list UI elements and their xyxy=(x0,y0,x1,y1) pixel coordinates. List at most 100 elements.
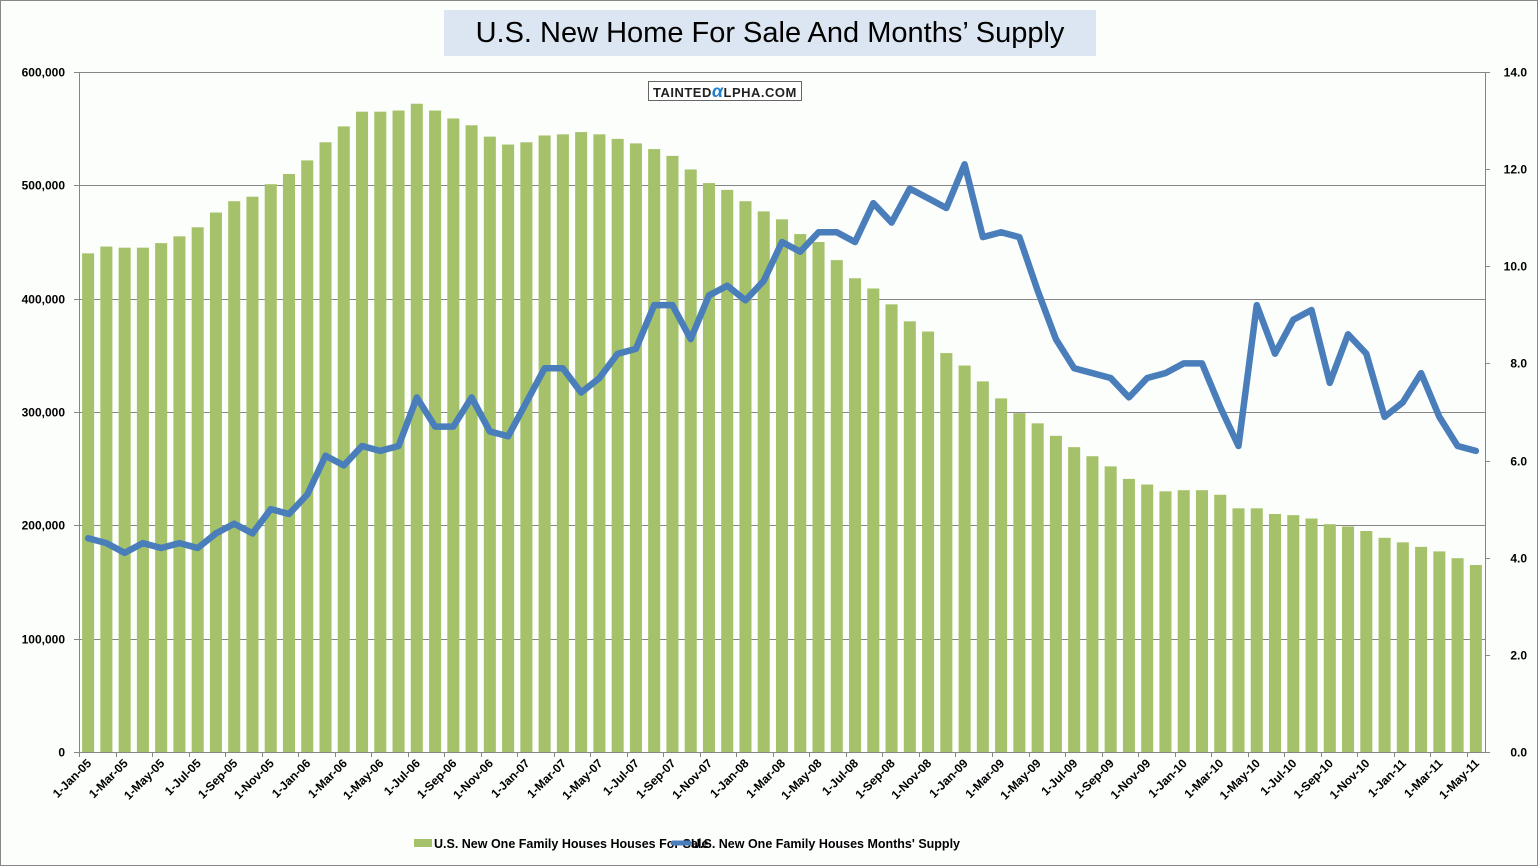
x-tick-label: 1-May-07 xyxy=(559,756,605,802)
bar xyxy=(976,381,989,752)
bar xyxy=(1122,478,1135,752)
bar xyxy=(1305,518,1318,752)
x-tick-label: 1-May-06 xyxy=(340,756,386,802)
bar xyxy=(356,111,369,753)
alpha-icon: α xyxy=(711,81,724,101)
bar xyxy=(940,353,953,752)
bar xyxy=(1141,484,1154,752)
bar xyxy=(1323,524,1336,752)
bar xyxy=(1159,491,1172,752)
y2-tick-label: 4.0 xyxy=(1510,552,1527,566)
x-tick-label: 1-Nov-06 xyxy=(450,756,496,802)
bar xyxy=(228,201,241,752)
bar xyxy=(958,365,971,752)
bar xyxy=(922,331,935,752)
bar xyxy=(447,118,460,753)
bar xyxy=(775,219,789,752)
bar xyxy=(885,304,898,752)
bar xyxy=(1342,526,1355,752)
bar xyxy=(721,189,734,752)
bar xyxy=(264,184,277,752)
bar xyxy=(1415,546,1428,752)
bar xyxy=(1195,490,1208,752)
y-tick-label: 300,000 xyxy=(22,406,66,420)
bar xyxy=(520,142,533,752)
bar xyxy=(812,242,825,752)
bar xyxy=(155,243,168,752)
bar xyxy=(1396,542,1409,752)
bar xyxy=(1469,565,1482,752)
bar xyxy=(611,138,624,752)
bar xyxy=(556,134,569,752)
bar xyxy=(830,260,843,752)
bar xyxy=(246,196,259,753)
x-tick-label: 1-May-05 xyxy=(121,756,167,802)
bar xyxy=(282,174,296,752)
bar-series xyxy=(82,103,1482,753)
bar xyxy=(995,398,1008,752)
bar xyxy=(301,160,314,752)
bar xyxy=(1250,508,1263,752)
bar xyxy=(191,227,204,752)
chart-title: U.S. New Home For Sale And Months’ Suppl… xyxy=(475,16,1065,49)
bar xyxy=(374,111,387,753)
bar xyxy=(483,136,496,753)
legend: U.S. New One Family Houses Houses For Sa… xyxy=(414,837,960,851)
bar xyxy=(100,246,113,752)
bar xyxy=(209,212,222,752)
bar xyxy=(757,211,770,752)
x-tick-label: 1-May-08 xyxy=(778,756,824,802)
bar xyxy=(1232,508,1245,752)
y2-tick-label: 6.0 xyxy=(1510,455,1527,469)
watermark-prefix: TAINTED xyxy=(653,85,712,100)
bar xyxy=(1214,494,1227,752)
bar xyxy=(82,253,95,752)
bar xyxy=(410,103,423,753)
bar xyxy=(666,155,679,752)
legend-swatch-bars xyxy=(414,839,432,847)
x-tick-label: 1-Nov-07 xyxy=(669,756,715,802)
bar xyxy=(648,149,661,752)
bar xyxy=(575,132,588,752)
x-tick-label: 1-May-09 xyxy=(998,756,1044,802)
legend-label-line: U.S. New One Family Houses Months' Suppl… xyxy=(691,837,960,851)
x-tick-label: 1-Nov-08 xyxy=(888,756,934,802)
y2-tick-label: 12.0 xyxy=(1504,163,1528,177)
x-tick-label: 1-May-11 xyxy=(1436,756,1482,802)
x-tick-label: 1-Nov-09 xyxy=(1108,756,1154,802)
y2-tick-label: 10.0 xyxy=(1504,260,1528,274)
bar xyxy=(794,234,807,752)
line-series xyxy=(84,161,1480,557)
bar xyxy=(429,110,442,752)
bar xyxy=(1031,423,1044,752)
bar xyxy=(118,247,131,753)
bar xyxy=(319,142,332,752)
watermark-suffix: LPHA.COM xyxy=(723,85,797,100)
bar xyxy=(538,135,551,753)
bar xyxy=(1013,413,1026,752)
x-tick-label: 1-May-10 xyxy=(1217,756,1263,802)
bar xyxy=(1177,490,1190,752)
bar xyxy=(849,278,862,752)
bar xyxy=(1433,551,1446,752)
bar xyxy=(1287,515,1300,752)
bar xyxy=(1104,466,1117,752)
x-tick-label: 1-Jan-11 xyxy=(1365,756,1409,800)
bar xyxy=(1360,531,1373,752)
chart-title-box: U.S. New Home For Sale And Months’ Suppl… xyxy=(444,10,1096,56)
bar xyxy=(502,144,515,752)
bar xyxy=(684,169,697,753)
bar xyxy=(136,247,149,753)
x-tick-label: 1-Nov-05 xyxy=(231,756,277,802)
y-tick-label: 400,000 xyxy=(22,293,66,307)
bar xyxy=(465,125,478,752)
bar xyxy=(702,183,715,752)
bar xyxy=(1268,514,1282,752)
x-tick-label: 1-Nov-10 xyxy=(1327,756,1373,802)
bar xyxy=(173,236,186,752)
y2-tick-label: 2.0 xyxy=(1510,649,1527,663)
legend-label-bars: U.S. New One Family Houses Houses For Sa… xyxy=(434,837,708,851)
bar xyxy=(739,201,752,752)
